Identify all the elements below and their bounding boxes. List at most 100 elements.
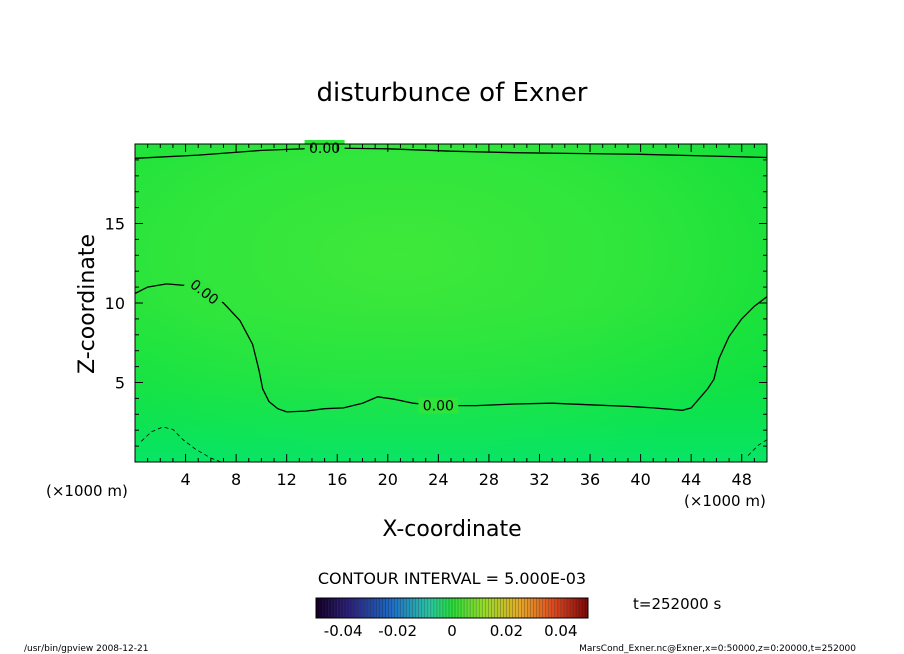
colorbar-swatch [388, 598, 392, 618]
colorbar-swatch [394, 598, 398, 618]
colorbar-swatch [346, 598, 350, 618]
colorbar-swatch [521, 598, 525, 618]
contour-line-1 [134, 283, 768, 413]
colorbar-swatch [376, 598, 380, 618]
colorbar-swatch [458, 598, 462, 618]
x-tick-label: 8 [231, 470, 241, 489]
colorbar-swatch [337, 598, 341, 618]
colorbar-swatch [584, 598, 588, 618]
colorbar-tick-label: -0.04 [324, 622, 363, 640]
colorbar-swatch [467, 598, 471, 618]
footer-left: /usr/bin/gpview 2008-12-21 [24, 644, 148, 654]
colorbar-swatch [470, 598, 474, 618]
colorbar-swatch [452, 598, 456, 618]
colorbar-swatch [373, 598, 377, 618]
colorbar-swatch [391, 598, 395, 618]
contour-interval-text: CONTOUR INTERVAL = 5.000E-03 [318, 569, 586, 588]
colorbar-swatch [545, 598, 549, 618]
colorbar-swatch [328, 598, 332, 618]
colorbar-tick-label: -0.02 [378, 622, 417, 640]
colorbar-swatch [370, 598, 374, 618]
colorbar [315, 598, 588, 618]
x-tick-label: 24 [428, 470, 448, 489]
y-axis-label: Z-coordinate [75, 234, 100, 374]
colorbar-swatch [352, 598, 356, 618]
colorbar-swatch [527, 598, 531, 618]
colorbar-swatch [533, 598, 537, 618]
colorbar-swatch [581, 598, 585, 618]
colorbar-swatch [488, 598, 492, 618]
colorbar-swatch [536, 598, 540, 618]
x-tick-label: 44 [681, 470, 701, 489]
chart-title: disturbunce of Exner [317, 78, 588, 108]
colorbar-swatch [509, 598, 513, 618]
colorbar-swatch [379, 598, 383, 618]
colorbar-swatch [575, 598, 579, 618]
colorbar-swatch [367, 598, 371, 618]
colorbar-swatch [548, 598, 552, 618]
colorbar-swatch [439, 598, 443, 618]
colorbar-swatch [430, 598, 434, 618]
colorbar-ticks: -0.04 -0.02 0 0.02 0.04 [324, 622, 578, 640]
colorbar-swatch [421, 598, 425, 618]
colorbar-frame [315, 597, 589, 619]
x-tick-label: 4 [180, 470, 190, 489]
colorbar-swatch [433, 598, 437, 618]
colorbar-swatch [409, 598, 413, 618]
colorbar-swatch [316, 598, 320, 618]
colorbar-swatch [445, 598, 449, 618]
contour-line-0 [134, 147, 768, 159]
contour-label: 0.00 [423, 399, 454, 415]
colorbar-swatch [331, 598, 335, 618]
colorbar-swatch [530, 598, 534, 618]
colorbar-tick-label: 0 [447, 622, 457, 640]
x-tick-label: 32 [529, 470, 549, 489]
colorbar-swatch [473, 598, 477, 618]
footer-right: MarsCond_Exner.nc@Exner,x=0:50000,z=0:20… [579, 644, 856, 654]
colorbar-swatch [343, 598, 347, 618]
colorbar-swatch [500, 598, 504, 618]
colorbar-swatch [494, 598, 498, 618]
colorbar-swatch [569, 598, 573, 618]
z-tick-label: 5 [115, 374, 125, 393]
plot-area: 0.000.000.00 4 8 12 16 20 24 28 32 36 40 44 48 5101… [105, 139, 768, 489]
z-tick-label: 10 [105, 294, 125, 313]
colorbar-swatch [406, 598, 410, 618]
z-tick-label: 15 [105, 215, 125, 234]
contour-line-2 [141, 426, 222, 463]
colorbar-swatch [560, 598, 564, 618]
z-axis: 5 10 15 [105, 159, 767, 447]
colorbar-swatch [424, 598, 428, 618]
colorbar-swatch [554, 598, 558, 618]
colorbar-swatch [503, 598, 507, 618]
colorbar-swatch [464, 598, 468, 618]
colorbar-swatch [403, 598, 407, 618]
contour-line-3 [747, 439, 768, 456]
colorbar-swatch [524, 598, 528, 618]
colorbar-swatch [418, 598, 422, 618]
colorbar-swatch [340, 598, 344, 618]
colorbar-swatch [382, 598, 386, 618]
colorbar-swatch [518, 598, 522, 618]
contour-label-bg [418, 397, 459, 414]
colorbar-swatch [461, 598, 465, 618]
colorbar-swatch [442, 598, 446, 618]
colorbar-swatch [334, 598, 338, 618]
colorbar-swatch [557, 598, 561, 618]
colorbar-swatch [436, 598, 440, 618]
colorbar-swatch [325, 598, 329, 618]
x-tick-label: 16 [327, 470, 347, 489]
contour-label: 0.00 [309, 141, 340, 157]
colorbar-swatch [448, 598, 452, 618]
colorbar-swatch [322, 598, 326, 618]
colorbar-swatch [364, 598, 368, 618]
colorbar-swatch [476, 598, 480, 618]
x-unit-right: (×1000 m) [684, 492, 766, 510]
colorbar-swatch [497, 598, 501, 618]
colorbar-swatch [427, 598, 431, 618]
colorbar-swatch [506, 598, 510, 618]
x-axis: 4 8 12 16 20 24 28 32 36 40 44 48 [147, 144, 755, 489]
x-tick-label: 48 [732, 470, 752, 489]
colorbar-swatch [361, 598, 365, 618]
